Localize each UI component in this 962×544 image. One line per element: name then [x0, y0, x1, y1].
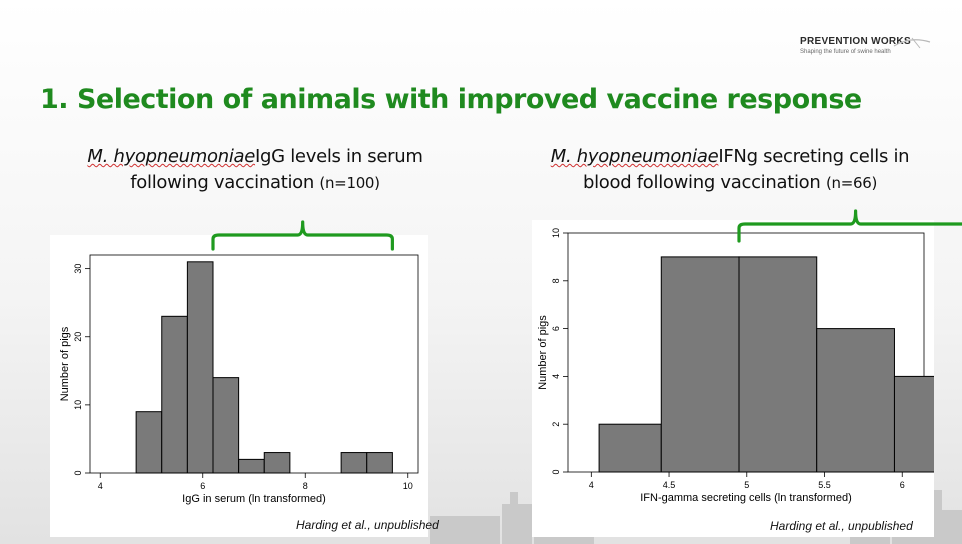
y-tick-label: 10	[551, 228, 561, 238]
x-tick-label: 5	[744, 480, 749, 490]
histogram-bar	[816, 328, 895, 473]
logo-subtitle: Shaping the future of swine health	[800, 49, 891, 55]
x-axis-label: IFN-gamma secreting cells (ln transforme…	[640, 492, 852, 504]
subtitle-rest: IFNg secreting cells in	[718, 146, 910, 167]
y-tick-label: 8	[551, 278, 561, 283]
species-name: M. hyopneumoniae	[550, 146, 719, 167]
histogram-bar	[660, 256, 740, 473]
x-tick-label: 4	[589, 480, 594, 490]
y-tick-label: 0	[73, 470, 83, 475]
ifng-histogram: 4 4.5 5 5.5 6 0 2 4 6 8 10 IFN-gamma secreting cell…	[537, 228, 962, 504]
x-tick-label: 6	[200, 481, 205, 491]
x-tick-label: 4	[98, 481, 103, 491]
chart-panel-right: 4 4.5 5 5.5 6 0 2 4 6 8 10 IFN-gamma secreting cell…	[532, 220, 962, 537]
histogram-bar	[263, 452, 291, 474]
y-tick-label: 10	[73, 400, 83, 410]
x-tick-label: 6	[900, 480, 905, 490]
logo: PREVENTION WORKS Shaping the future of s…	[800, 36, 940, 55]
slide-title: 1. Selection of animals with improved va…	[40, 84, 862, 115]
selection-bracket	[211, 220, 394, 251]
swoosh-icon	[893, 37, 931, 49]
histogram-bar	[161, 315, 188, 474]
subtitle-rest: IgG levels in serum	[255, 146, 423, 167]
y-tick-label: 30	[73, 264, 83, 274]
igg-histogram: 4 6 8 10 0 10 20 30 IgG in serum (ln transformed…	[59, 254, 419, 505]
x-tick-label: 5.5	[818, 480, 831, 490]
y-tick-label: 0	[551, 469, 561, 474]
subtitle-line2: following vaccination	[130, 172, 314, 193]
citation-left: Harding et al., unpublished	[296, 518, 439, 532]
histogram-bar	[135, 411, 163, 474]
histogram-bar	[598, 423, 662, 473]
x-tick-label: 10	[403, 481, 413, 491]
sample-size: (n=100)	[319, 174, 380, 192]
y-axis-label: Number of pigs	[537, 315, 549, 390]
y-tick-label: 4	[551, 374, 561, 379]
histogram-bar	[738, 256, 818, 473]
chart-panel-left: 4 6 8 10 0 10 20 30 IgG in serum (ln transformed…	[50, 235, 428, 537]
chart-subtitle-right: M. hyopneumoniaeIFNg secreting cells in …	[540, 144, 920, 196]
y-tick-label: 6	[551, 326, 561, 331]
histogram-bar	[186, 261, 214, 474]
x-axis-label: IgG in serum (ln transformed)	[182, 493, 326, 505]
y-tick-label: 2	[551, 422, 561, 427]
x-tick-label: 8	[303, 481, 308, 491]
y-tick-label: 20	[73, 332, 83, 342]
histogram-bar	[212, 377, 240, 474]
x-tick-label: 4.5	[663, 480, 676, 490]
logo-title: PREVENTION WORKS	[800, 36, 911, 47]
selection-bracket	[737, 209, 962, 243]
species-name: M. hyopneumoniae	[87, 146, 256, 167]
histogram-bar	[366, 452, 393, 474]
chart-subtitle-left: M. hyopneumoniaeIgG levels in serum foll…	[80, 144, 430, 196]
citation-right: Harding et al., unpublished	[770, 519, 913, 533]
sample-size: (n=66)	[825, 174, 878, 192]
y-axis-label: Number of pigs	[59, 326, 71, 401]
subtitle-line2: blood following vaccination	[582, 172, 821, 193]
